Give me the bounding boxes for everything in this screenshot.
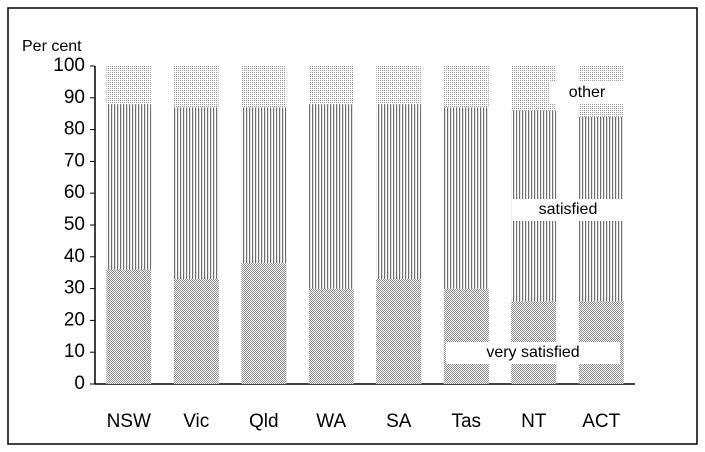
bar-segment bbox=[106, 104, 152, 270]
y-tick-label: 0 bbox=[74, 373, 85, 394]
x-tick-label: NSW bbox=[107, 411, 151, 432]
y-axis-label: Per cent bbox=[22, 38, 82, 55]
bar-segment bbox=[376, 104, 422, 280]
y-tick-label: 30 bbox=[64, 278, 85, 299]
bar-segment bbox=[308, 66, 354, 105]
x-tick-label: Vic bbox=[183, 411, 209, 432]
y-tick-label: 40 bbox=[64, 246, 85, 267]
bar-segment bbox=[173, 66, 219, 108]
y-tick-label: 90 bbox=[64, 87, 85, 108]
bar-segment bbox=[443, 66, 489, 108]
series-label: other bbox=[569, 84, 606, 101]
series-label-bg bbox=[512, 199, 624, 221]
y-tick-label: 10 bbox=[64, 341, 85, 362]
bar-segment bbox=[511, 66, 557, 111]
bar-segment bbox=[376, 279, 422, 384]
series-label-bg bbox=[549, 82, 625, 104]
x-tick-label: SA bbox=[386, 411, 412, 432]
bar-segment bbox=[173, 107, 219, 280]
x-tick-label: Tas bbox=[451, 411, 481, 432]
y-tick-label: 60 bbox=[64, 182, 85, 203]
x-tick-label: ACT bbox=[582, 411, 620, 432]
frame bbox=[7, 7, 698, 445]
y-tick-label: 80 bbox=[64, 119, 85, 140]
bar-segment bbox=[173, 279, 219, 384]
bar-segment bbox=[241, 66, 287, 108]
bar-segment bbox=[308, 104, 354, 289]
bar-segment bbox=[308, 288, 354, 384]
bar-segment bbox=[241, 263, 287, 384]
x-tick-label: WA bbox=[316, 411, 346, 432]
y-tick-label: 50 bbox=[64, 214, 85, 235]
y-tick-label: 20 bbox=[64, 309, 85, 330]
bar-segment bbox=[443, 288, 489, 384]
bar-segment bbox=[443, 107, 489, 289]
series-label: very satisfied bbox=[486, 344, 579, 361]
bar-segment bbox=[106, 66, 152, 105]
y-tick-label: 70 bbox=[64, 150, 85, 171]
series-label-bg bbox=[446, 342, 620, 364]
y-tick-label: 100 bbox=[53, 55, 85, 76]
series-label: satisfied bbox=[539, 201, 598, 218]
x-tick-label: NT bbox=[521, 411, 547, 432]
bar-segment bbox=[106, 269, 152, 384]
x-tick-label: Qld bbox=[249, 411, 279, 432]
bar-segment bbox=[376, 66, 422, 105]
bar-segment bbox=[241, 107, 287, 264]
